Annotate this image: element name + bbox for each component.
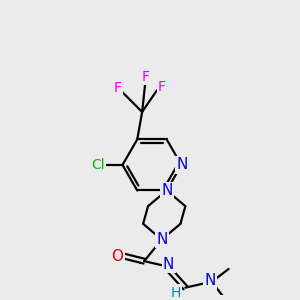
Text: N: N	[156, 232, 167, 247]
Text: F: F	[158, 80, 166, 94]
Text: Cl: Cl	[91, 158, 105, 172]
Text: H: H	[170, 286, 181, 300]
Text: F: F	[114, 81, 122, 95]
Text: N: N	[161, 183, 172, 198]
Text: N: N	[177, 158, 188, 172]
Text: O: O	[112, 249, 124, 264]
Text: F: F	[142, 70, 150, 84]
Text: N: N	[204, 273, 216, 288]
Text: N: N	[163, 256, 174, 272]
